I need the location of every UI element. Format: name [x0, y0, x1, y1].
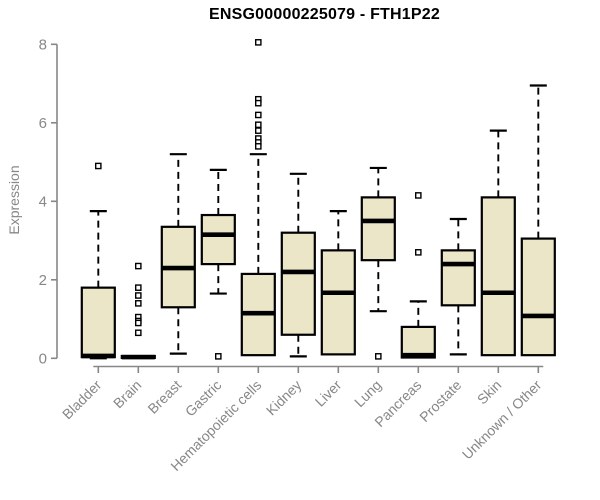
chart-title: ENSG00000225079 - FTH1P22 [209, 6, 440, 23]
box-gastric [200, 168, 236, 360]
box-prostate [440, 217, 476, 356]
iqr-box [320, 249, 356, 356]
outlier-point [134, 329, 142, 337]
x-tick-label: Breast [144, 377, 184, 417]
x-tick-label: Bladder [59, 377, 105, 423]
x-tick-label: Liver [312, 377, 345, 410]
outlier-point [254, 143, 262, 150]
outlier-point [254, 127, 262, 134]
iqr-box [200, 213, 236, 266]
iqr-box [80, 286, 116, 359]
box-bladder [80, 162, 116, 360]
outlier-point [254, 99, 262, 107]
x-tick-label: Prostate [416, 377, 464, 425]
box-lung [360, 166, 396, 360]
outlier-point [375, 353, 382, 360]
iqr-box [280, 231, 316, 336]
y-tick-label: 2 [39, 272, 47, 289]
y-tick-label: 8 [39, 36, 47, 53]
iqr-box [360, 196, 396, 262]
outlier-point [214, 353, 222, 360]
outlier-point [134, 319, 142, 327]
outlier-point [134, 284, 142, 291]
iqr-box [440, 249, 476, 307]
box-liver [320, 210, 356, 356]
y-tick-label: 0 [39, 350, 47, 367]
x-tick-label: Brain [110, 377, 144, 411]
outlier-point [134, 300, 142, 307]
iqr-box [520, 237, 556, 357]
outlier-point [94, 162, 102, 170]
box-hematopoietic-cells [240, 39, 276, 357]
outlier-point [415, 249, 422, 256]
box-brain [120, 262, 156, 360]
y-axis: 0 2 4 6 8 [39, 36, 58, 367]
outlier-point [134, 262, 142, 270]
outlier-point [254, 39, 262, 46]
outlier-point [134, 292, 142, 299]
box-kidney [280, 172, 316, 358]
box-pancreas [400, 192, 436, 359]
y-tick-label: 6 [39, 115, 47, 132]
iqr-box [400, 325, 436, 359]
box-breast [160, 153, 196, 355]
outlier-point [254, 121, 262, 129]
x-tick-label: Skin [474, 377, 505, 408]
outlier-point [254, 111, 262, 119]
y-tick-label: 4 [39, 193, 47, 210]
box-skin [480, 129, 516, 357]
x-tick-label: Lung [351, 377, 384, 410]
outlier-point [415, 192, 422, 199]
iqr-box [480, 196, 516, 357]
box-unknown-other [520, 84, 556, 357]
x-tick-label: Kidney [263, 377, 305, 419]
